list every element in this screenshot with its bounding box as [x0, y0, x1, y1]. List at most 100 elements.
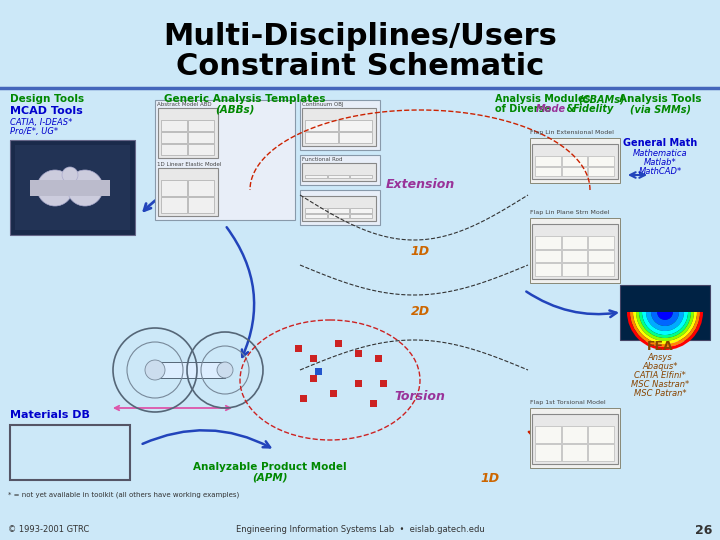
Bar	[310, 375, 317, 382]
Bar	[562, 249, 588, 262]
Text: CATIA Elfini*: CATIA Elfini*	[634, 371, 686, 380]
Text: Abstract Model ABD: Abstract Model ABD	[157, 102, 212, 107]
Bar	[535, 236, 561, 248]
Bar	[588, 166, 614, 176]
Text: (via SMMs): (via SMMs)	[629, 104, 690, 114]
Wedge shape	[633, 312, 697, 344]
Bar	[588, 444, 614, 461]
Text: Multi-Disciplines/Users: Multi-Disciplines/Users	[163, 22, 557, 51]
Bar	[535, 264, 561, 276]
Bar	[562, 444, 588, 461]
Bar	[330, 390, 337, 397]
Text: Analysis Modules: Analysis Modules	[495, 94, 594, 104]
Text: 26: 26	[695, 523, 712, 537]
Bar	[530, 218, 620, 283]
Bar	[30, 180, 110, 196]
Bar	[328, 213, 349, 218]
Bar	[158, 168, 218, 216]
Bar	[335, 340, 342, 347]
Bar	[161, 180, 187, 196]
Circle shape	[217, 362, 233, 378]
Bar	[328, 175, 349, 178]
Text: Continuum OBJ: Continuum OBJ	[302, 102, 343, 107]
Bar	[305, 120, 338, 131]
Text: Abaqus*: Abaqus*	[642, 362, 678, 371]
Text: Ansys: Ansys	[647, 353, 672, 362]
Text: Flap Lin Extensional Model: Flap Lin Extensional Model	[530, 130, 614, 135]
Text: MSC Patran*: MSC Patran*	[634, 389, 686, 398]
Text: 1D: 1D	[480, 472, 500, 485]
Text: Flap 1st Torsional Model: Flap 1st Torsional Model	[530, 400, 606, 405]
Text: 2D: 2D	[410, 305, 430, 318]
Text: (APM): (APM)	[252, 473, 288, 483]
Text: Constraint Schematic: Constraint Schematic	[176, 52, 544, 81]
Text: Torsion: Torsion	[395, 390, 446, 403]
Text: FEA: FEA	[647, 340, 673, 353]
Bar	[188, 120, 214, 131]
Text: © 1993-2001 GTRC: © 1993-2001 GTRC	[8, 525, 89, 535]
Bar	[328, 208, 349, 213]
Bar	[530, 408, 620, 468]
Bar	[355, 350, 362, 357]
Bar	[588, 249, 614, 262]
Bar	[305, 213, 327, 218]
Text: * = not yet available in toolkit (all others have working examples): * = not yet available in toolkit (all ot…	[8, 492, 239, 498]
Bar	[339, 132, 372, 143]
Text: Analyzable Product Model: Analyzable Product Model	[193, 462, 347, 472]
Bar	[535, 166, 561, 176]
Text: Analysis Tools: Analysis Tools	[618, 94, 701, 104]
Bar	[10, 425, 130, 480]
Wedge shape	[636, 312, 694, 341]
Circle shape	[67, 170, 103, 206]
Bar	[588, 156, 614, 165]
Bar	[161, 197, 187, 213]
Bar	[375, 355, 382, 362]
Bar	[305, 208, 327, 213]
Bar	[302, 108, 376, 146]
Bar	[562, 156, 588, 165]
Bar	[305, 132, 338, 143]
Bar	[380, 380, 387, 387]
Text: Extension: Extension	[385, 178, 454, 191]
Text: &: &	[563, 104, 578, 114]
Text: Fidelity: Fidelity	[573, 104, 614, 114]
Text: Matlab*: Matlab*	[644, 158, 676, 167]
Text: Engineering Information Systems Lab  •  eislab.gatech.edu: Engineering Information Systems Lab • ei…	[235, 525, 485, 535]
Bar	[562, 264, 588, 276]
Wedge shape	[627, 312, 703, 350]
Bar	[300, 190, 380, 225]
Bar	[158, 108, 218, 158]
Bar	[535, 156, 561, 165]
Text: Pro/E*, UG*: Pro/E*, UG*	[10, 127, 58, 136]
Bar	[562, 426, 588, 443]
Wedge shape	[646, 312, 684, 331]
Bar	[532, 414, 618, 464]
Bar	[305, 175, 327, 178]
Text: Materials DB: Materials DB	[10, 410, 90, 420]
Circle shape	[145, 360, 165, 380]
Text: MCAD Tools: MCAD Tools	[10, 106, 83, 116]
Bar	[532, 224, 618, 279]
Text: Generic Analysis Templates: Generic Analysis Templates	[164, 94, 325, 104]
Text: 1D: 1D	[410, 245, 430, 258]
Circle shape	[37, 170, 73, 206]
Bar	[355, 380, 362, 387]
Text: MSC Nastran*: MSC Nastran*	[631, 380, 689, 389]
Text: Mathematica: Mathematica	[633, 149, 688, 158]
Bar	[302, 196, 376, 221]
Text: Mode: Mode	[536, 104, 566, 114]
Bar	[15, 145, 130, 230]
Bar	[535, 444, 561, 461]
Bar	[161, 120, 187, 131]
Bar	[161, 132, 187, 143]
Bar	[300, 155, 380, 185]
Bar	[532, 144, 618, 179]
Bar	[535, 249, 561, 262]
Wedge shape	[657, 312, 673, 320]
Bar	[562, 236, 588, 248]
Text: Design Tools: Design Tools	[10, 94, 84, 104]
Text: of Diverse: of Diverse	[495, 104, 554, 114]
Text: (CBAMs): (CBAMs)	[578, 94, 624, 104]
Bar	[188, 197, 214, 213]
Bar	[155, 100, 295, 220]
